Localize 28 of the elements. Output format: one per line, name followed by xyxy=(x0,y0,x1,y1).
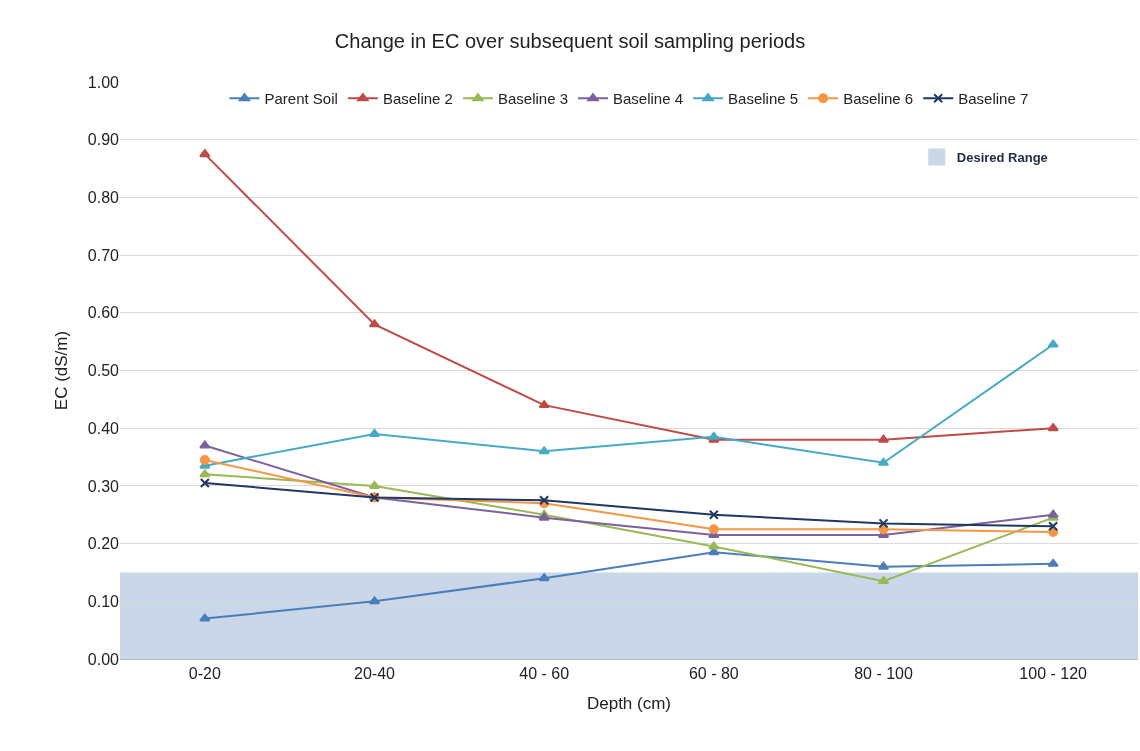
y-tick-label: 0.50 xyxy=(87,362,120,380)
x-tick-label: 20-40 xyxy=(354,665,396,683)
y-tick-label: 0.80 xyxy=(87,189,120,206)
y-tick-label: 0.20 xyxy=(87,535,120,553)
y-tick-label: 0.70 xyxy=(87,246,120,264)
y-tick-label: 0.10 xyxy=(87,592,120,610)
x-tick-label: 100 - 120 xyxy=(1019,665,1088,683)
legend-label: Desired Range xyxy=(956,150,1048,166)
x-tick-label: 80 - 100 xyxy=(854,665,913,683)
legend-label: Baseline 2 xyxy=(382,90,453,108)
legend-label: Baseline 4 xyxy=(613,90,684,108)
y-tick-label: 0.00 xyxy=(87,650,120,668)
chart-title: Change in EC over subsequent soil sampling periods xyxy=(334,29,806,52)
y-tick-label: 0.60 xyxy=(87,304,120,322)
x-axis-title: Depth (cm) xyxy=(586,693,672,713)
x-tick-label: 40 - 60 xyxy=(519,665,570,683)
legend-label: Parent Soil xyxy=(264,90,338,108)
y-tick-label: 0.90 xyxy=(87,131,120,149)
y-tick-label: 1.00 xyxy=(87,73,120,91)
y-tick-label: 0.30 xyxy=(87,477,120,495)
y-axis-title: EC (dS/m) xyxy=(52,330,72,411)
legend-label: Baseline 7 xyxy=(958,90,1029,108)
y-tick-label: 0.40 xyxy=(87,419,120,437)
legend-label: Baseline 3 xyxy=(497,90,568,108)
legend-label: Baseline 6 xyxy=(843,90,914,108)
x-tick-label: 60 - 80 xyxy=(688,665,739,683)
legend-label: Baseline 5 xyxy=(728,90,799,108)
x-tick-label: 0-20 xyxy=(188,665,221,683)
